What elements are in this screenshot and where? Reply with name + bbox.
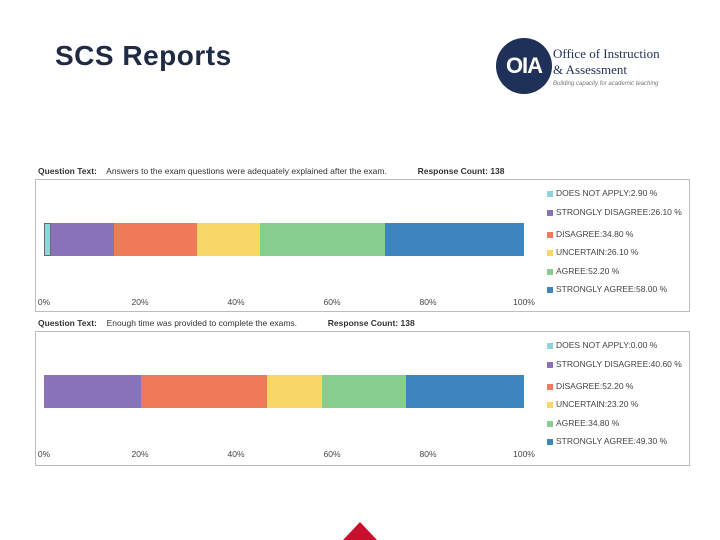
chart-2-x-tick: 100% [513,449,535,459]
chart-2-x-tick: 40% [227,449,245,459]
legend-swatch [547,361,553,368]
chart-2-question-label: Question Text: [38,318,97,328]
chart-2-bar-segment-strongly-disagree [44,375,142,408]
legend-swatch [547,250,553,256]
legend-swatch [547,439,553,445]
chart-1-response-count: 138 [490,166,505,176]
chart-1-x-tick: 20% [131,297,149,307]
legend-label: UNCERTAIN:23.20 % [556,399,639,409]
chart-2-response-label: Response Count: [327,318,399,328]
oia-logo: OIA Office of Instruction & Assessment B… [496,38,696,96]
legend-label: DOES NOT APPLY:2.90 % [556,188,658,198]
legend-swatch [547,209,553,216]
legend-label: AGREE:52.20 % [556,265,620,276]
chart-2-x-tick: 20% [131,449,149,459]
chart-2-x-tick: 80% [419,449,437,459]
legend-swatch [547,268,553,275]
chart-2-x-tick: 60% [323,449,341,459]
legend-label: DOES NOT APPLY:0.00 % [556,340,658,350]
chart-1-bar-segment-strongly-agree [384,223,524,256]
chart-1-x-tick: 60% [323,297,341,307]
chart-2-header: Question Text: Enough time was provided … [38,318,415,328]
legend-label: STRONGLY AGREE:58.00 % [556,284,668,294]
legend-label: STRONGLY AGREE:49.30 % [556,436,668,446]
logo-line-2: & Assessment [553,62,628,77]
chart-1-x-tick: 40% [227,297,245,307]
chart-1-bar-segment-does-not-apply [44,223,51,256]
legend-label: DISAGREE:52.20 % [556,380,634,391]
chart-1-header: Question Text: Answers to the exam quest… [38,166,505,176]
chart-1-response-label: Response Count: [417,166,488,176]
legend-swatch [547,191,553,197]
legend-label: AGREE:34.80 % [556,417,620,428]
chart-2-bar-segment-disagree [141,375,267,408]
chart-1-bar-segment-uncertain [197,223,260,256]
chart-2-response-count: 138 [400,318,415,328]
legend-swatch [547,343,553,349]
legend-swatch [547,383,553,390]
chart-2-x-tick: 0% [37,449,51,459]
chart-2-question-text: Enough time was provided to complete the… [106,318,298,328]
logo-tagline: Building capacity for academic teaching [553,81,659,87]
chart-1-bar-segment-agree [259,223,385,256]
chart-2-bar-segment-strongly-agree [405,375,524,408]
chart-1-x-tick: 80% [419,297,437,307]
legend-swatch [547,402,553,408]
chart-1-x-tick: 100% [513,297,535,307]
legend-label: STRONGLY DISAGREE:26.10 % [556,206,682,217]
chart-1-bar-segment-disagree [113,223,198,256]
chart-1-bar [44,223,524,256]
chart-2-bar-segment-agree [322,375,406,408]
legend-swatch [547,420,553,427]
chart-1-question-text: Answers to the exam questions were adequ… [106,166,387,176]
legend-swatch [547,231,553,238]
slide-title: SCS Reports [55,40,232,71]
legend-swatch [547,287,553,293]
legend-label: STRONGLY DISAGREE:40.60 % [556,358,682,369]
legend-label: DISAGREE:34.80 % [556,228,634,239]
chart-2-bar-segment-uncertain [266,375,323,408]
chart-1-x-tick: 0% [37,297,51,307]
logo-line-1: Office of Instruction [553,46,660,61]
legend-label: UNCERTAIN:26.10 % [556,247,639,257]
chart-1-question-label: Question Text: [38,166,97,176]
chart-2-bar [44,375,524,408]
bottom-triangle-mark [343,522,377,540]
oia-logo-mark: OIA [496,38,552,94]
chart-1-bar-segment-strongly-disagree [50,223,114,256]
